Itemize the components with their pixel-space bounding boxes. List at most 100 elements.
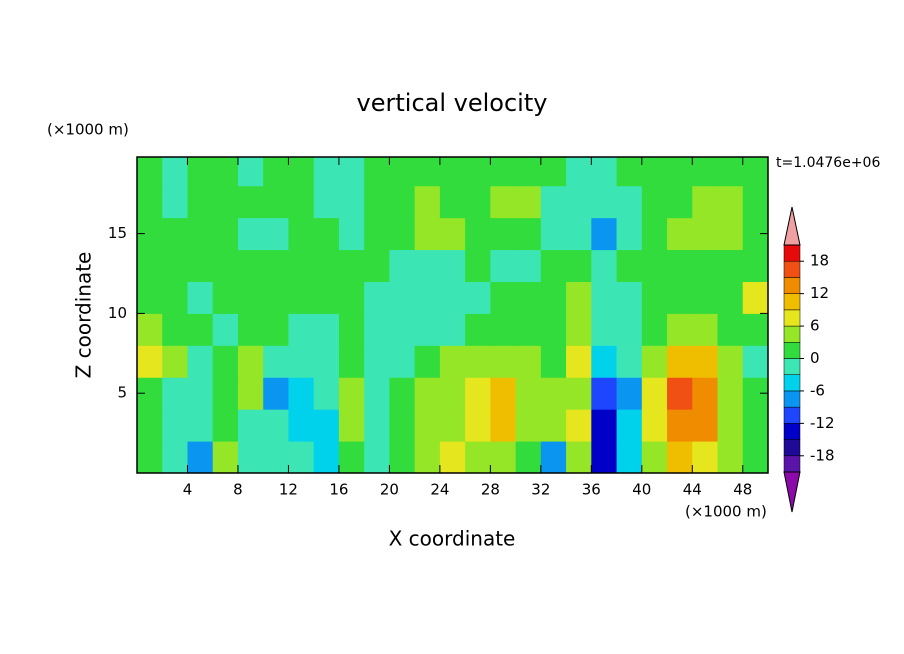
cell bbox=[540, 249, 567, 282]
cell bbox=[591, 281, 618, 314]
colorbar-box bbox=[783, 423, 801, 440]
cell bbox=[364, 249, 390, 282]
cell bbox=[641, 281, 668, 314]
x-tick-label: 12 bbox=[279, 481, 298, 499]
x-tick-label: 4 bbox=[183, 481, 193, 499]
cell bbox=[364, 157, 390, 187]
cell bbox=[288, 185, 315, 219]
colorbar-box bbox=[783, 439, 801, 457]
x-tick-label: 8 bbox=[233, 481, 243, 499]
cell bbox=[212, 313, 239, 346]
cell bbox=[439, 441, 466, 473]
cell bbox=[515, 409, 542, 442]
cell bbox=[566, 157, 592, 187]
cell bbox=[414, 377, 441, 410]
cell bbox=[641, 185, 668, 219]
cell bbox=[616, 157, 643, 187]
colorbar-tick-label: 18 bbox=[810, 252, 829, 270]
cell bbox=[364, 313, 390, 346]
cell bbox=[237, 313, 264, 346]
cell bbox=[439, 185, 466, 219]
x-tick-label: 48 bbox=[733, 481, 752, 499]
cell bbox=[717, 441, 744, 473]
cell bbox=[641, 377, 668, 410]
cell bbox=[616, 409, 643, 442]
cell bbox=[212, 185, 239, 219]
cell bbox=[515, 185, 542, 219]
colorbar-box bbox=[783, 374, 801, 392]
cell bbox=[162, 281, 188, 314]
colorbar-box bbox=[783, 455, 801, 473]
cell bbox=[566, 409, 592, 442]
cell bbox=[162, 157, 188, 187]
y-tick-label: 15 bbox=[108, 224, 127, 242]
cell bbox=[137, 313, 163, 346]
cell bbox=[414, 281, 441, 314]
colorbar-tick-label: -12 bbox=[810, 414, 835, 432]
cell bbox=[717, 377, 744, 410]
cell bbox=[364, 281, 390, 314]
cell bbox=[616, 249, 643, 282]
cell bbox=[490, 217, 517, 251]
cell bbox=[237, 217, 264, 251]
cell bbox=[692, 185, 719, 219]
cell bbox=[515, 281, 542, 314]
cell bbox=[692, 157, 719, 187]
cell bbox=[288, 281, 315, 314]
y-axis-label: Z coordinate bbox=[72, 252, 96, 379]
cell bbox=[717, 185, 744, 219]
cell bbox=[263, 409, 289, 442]
cell bbox=[717, 157, 744, 187]
cell bbox=[187, 377, 214, 410]
colorbar-under bbox=[783, 471, 801, 513]
cell bbox=[212, 157, 239, 187]
cell bbox=[237, 281, 264, 314]
time-label: t=1.0476e+06 bbox=[776, 155, 880, 171]
x-tick-label: 32 bbox=[531, 481, 550, 499]
cell bbox=[338, 249, 365, 282]
cell bbox=[692, 281, 719, 314]
colorbar-box bbox=[783, 244, 801, 262]
cell bbox=[237, 377, 264, 410]
cell bbox=[338, 409, 365, 442]
cell bbox=[540, 345, 567, 378]
cell bbox=[212, 217, 239, 251]
cell bbox=[540, 313, 567, 346]
cell bbox=[212, 377, 239, 410]
cell bbox=[313, 217, 340, 251]
cell bbox=[465, 313, 491, 346]
cell bbox=[515, 313, 542, 346]
cell bbox=[162, 345, 188, 378]
x-tick-label: 36 bbox=[582, 481, 601, 499]
cell bbox=[742, 345, 768, 378]
cell bbox=[263, 217, 289, 251]
colorbar-box bbox=[783, 342, 801, 359]
cell bbox=[717, 217, 744, 251]
cell bbox=[692, 441, 719, 473]
cell bbox=[263, 345, 289, 378]
cell bbox=[641, 313, 668, 346]
cell bbox=[641, 345, 668, 378]
cell bbox=[591, 185, 618, 219]
cell bbox=[338, 185, 365, 219]
cell bbox=[515, 249, 542, 282]
cell bbox=[439, 409, 466, 442]
cell bbox=[591, 313, 618, 346]
cell bbox=[313, 185, 340, 219]
cell bbox=[717, 345, 744, 378]
cell bbox=[263, 249, 289, 282]
cell bbox=[667, 281, 693, 314]
cell bbox=[515, 217, 542, 251]
cell bbox=[616, 217, 643, 251]
cell bbox=[212, 441, 239, 473]
cell bbox=[389, 249, 416, 282]
cell bbox=[414, 345, 441, 378]
cell bbox=[237, 409, 264, 442]
cell bbox=[667, 313, 693, 346]
cell bbox=[490, 249, 517, 282]
cell bbox=[717, 313, 744, 346]
colorbar-tick-label: 6 bbox=[810, 317, 820, 335]
cell bbox=[338, 345, 365, 378]
cell bbox=[338, 157, 365, 187]
chart-title: vertical velocity bbox=[357, 89, 548, 117]
